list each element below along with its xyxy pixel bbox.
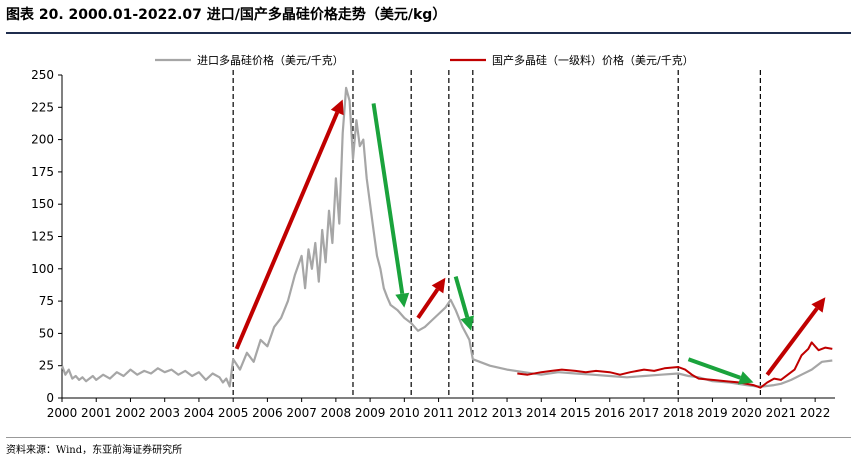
y-tick-label: 0 (46, 391, 54, 405)
chart-axes: 0 25 50 75 100 125 150 175 200 225 250 2000 2001 2002… (31, 68, 835, 420)
legend-label: 国产多晶硅（一级料）价格（美元/千克） (492, 53, 694, 67)
y-tick-label: 50 (39, 326, 54, 340)
x-tick-label: 2007 (286, 406, 317, 420)
x-tick-label: 2006 (252, 406, 283, 420)
chart-series (60, 86, 833, 389)
y-tick-label: 200 (31, 133, 54, 147)
x-tick-label: 2021 (766, 406, 797, 420)
x-tick-label: 2022 (800, 406, 831, 420)
arrow-head (460, 315, 474, 331)
source-note: 资料来源：Wind，东亚前海证券研究所 (6, 445, 183, 456)
x-tick-label: 2003 (149, 406, 180, 420)
title-rule (6, 32, 851, 34)
y-tick-label: 150 (31, 197, 54, 211)
y-tick-label: 75 (39, 294, 54, 308)
chart-title: 图表 20. 2000.01-2022.07 进口/国产多晶硅价格走势（美元/k… (6, 7, 447, 23)
vertical-dashed-lines (232, 70, 761, 398)
arrow-head (330, 99, 344, 116)
trend-arrow-up (234, 111, 340, 350)
footer-rule (6, 437, 851, 438)
x-tick-label: 2002 (115, 406, 146, 420)
x-tick-label: 2013 (492, 406, 523, 420)
y-tick-label: 100 (31, 262, 54, 276)
arrow-head (431, 277, 446, 294)
x-tick-label: 2014 (526, 406, 557, 420)
y-tick-label: 25 (39, 359, 54, 373)
x-tick-label: 2004 (184, 406, 215, 420)
trend-arrows (234, 99, 826, 385)
x-tick-label: 2018 (663, 406, 694, 420)
y-tick-label: 250 (31, 68, 54, 82)
x-tick-label: 2010 (389, 406, 420, 420)
y-tick-label: 225 (31, 100, 54, 114)
y-tick-label: 125 (31, 230, 54, 244)
trend-arrow-up (765, 307, 819, 376)
arrow-head (811, 297, 826, 313)
x-tick-label: 2020 (731, 406, 762, 420)
series-line-domestic (517, 341, 833, 389)
x-tick-label: 2011 (423, 406, 454, 420)
trend-arrow-down (687, 357, 742, 380)
x-tick-label: 2019 (697, 406, 728, 420)
x-tick-label: 2008 (321, 406, 352, 420)
arrow-head (738, 371, 754, 385)
x-tick-label: 2016 (594, 406, 625, 420)
x-tick-label: 2009 (355, 406, 386, 420)
legend: 进口多晶硅价格（美元/千克） 国产多晶硅（一级料）价格（美元/千克） (155, 53, 694, 67)
trend-arrow-down (371, 103, 405, 295)
trend-arrow-up (416, 288, 440, 320)
arrow-head (395, 292, 410, 308)
series-line-imported (60, 86, 833, 388)
trend-arrow-down (453, 276, 470, 318)
x-tick-label: 2001 (81, 406, 112, 420)
x-tick-label: 2005 (218, 406, 249, 420)
y-tick-label: 175 (31, 165, 54, 179)
legend-label: 进口多晶硅价格（美元/千克） (197, 53, 344, 67)
x-tick-label: 2017 (629, 406, 660, 420)
x-tick-label: 2012 (458, 406, 489, 420)
x-tick-label: 2000 (47, 406, 78, 420)
x-tick-label: 2015 (560, 406, 591, 420)
